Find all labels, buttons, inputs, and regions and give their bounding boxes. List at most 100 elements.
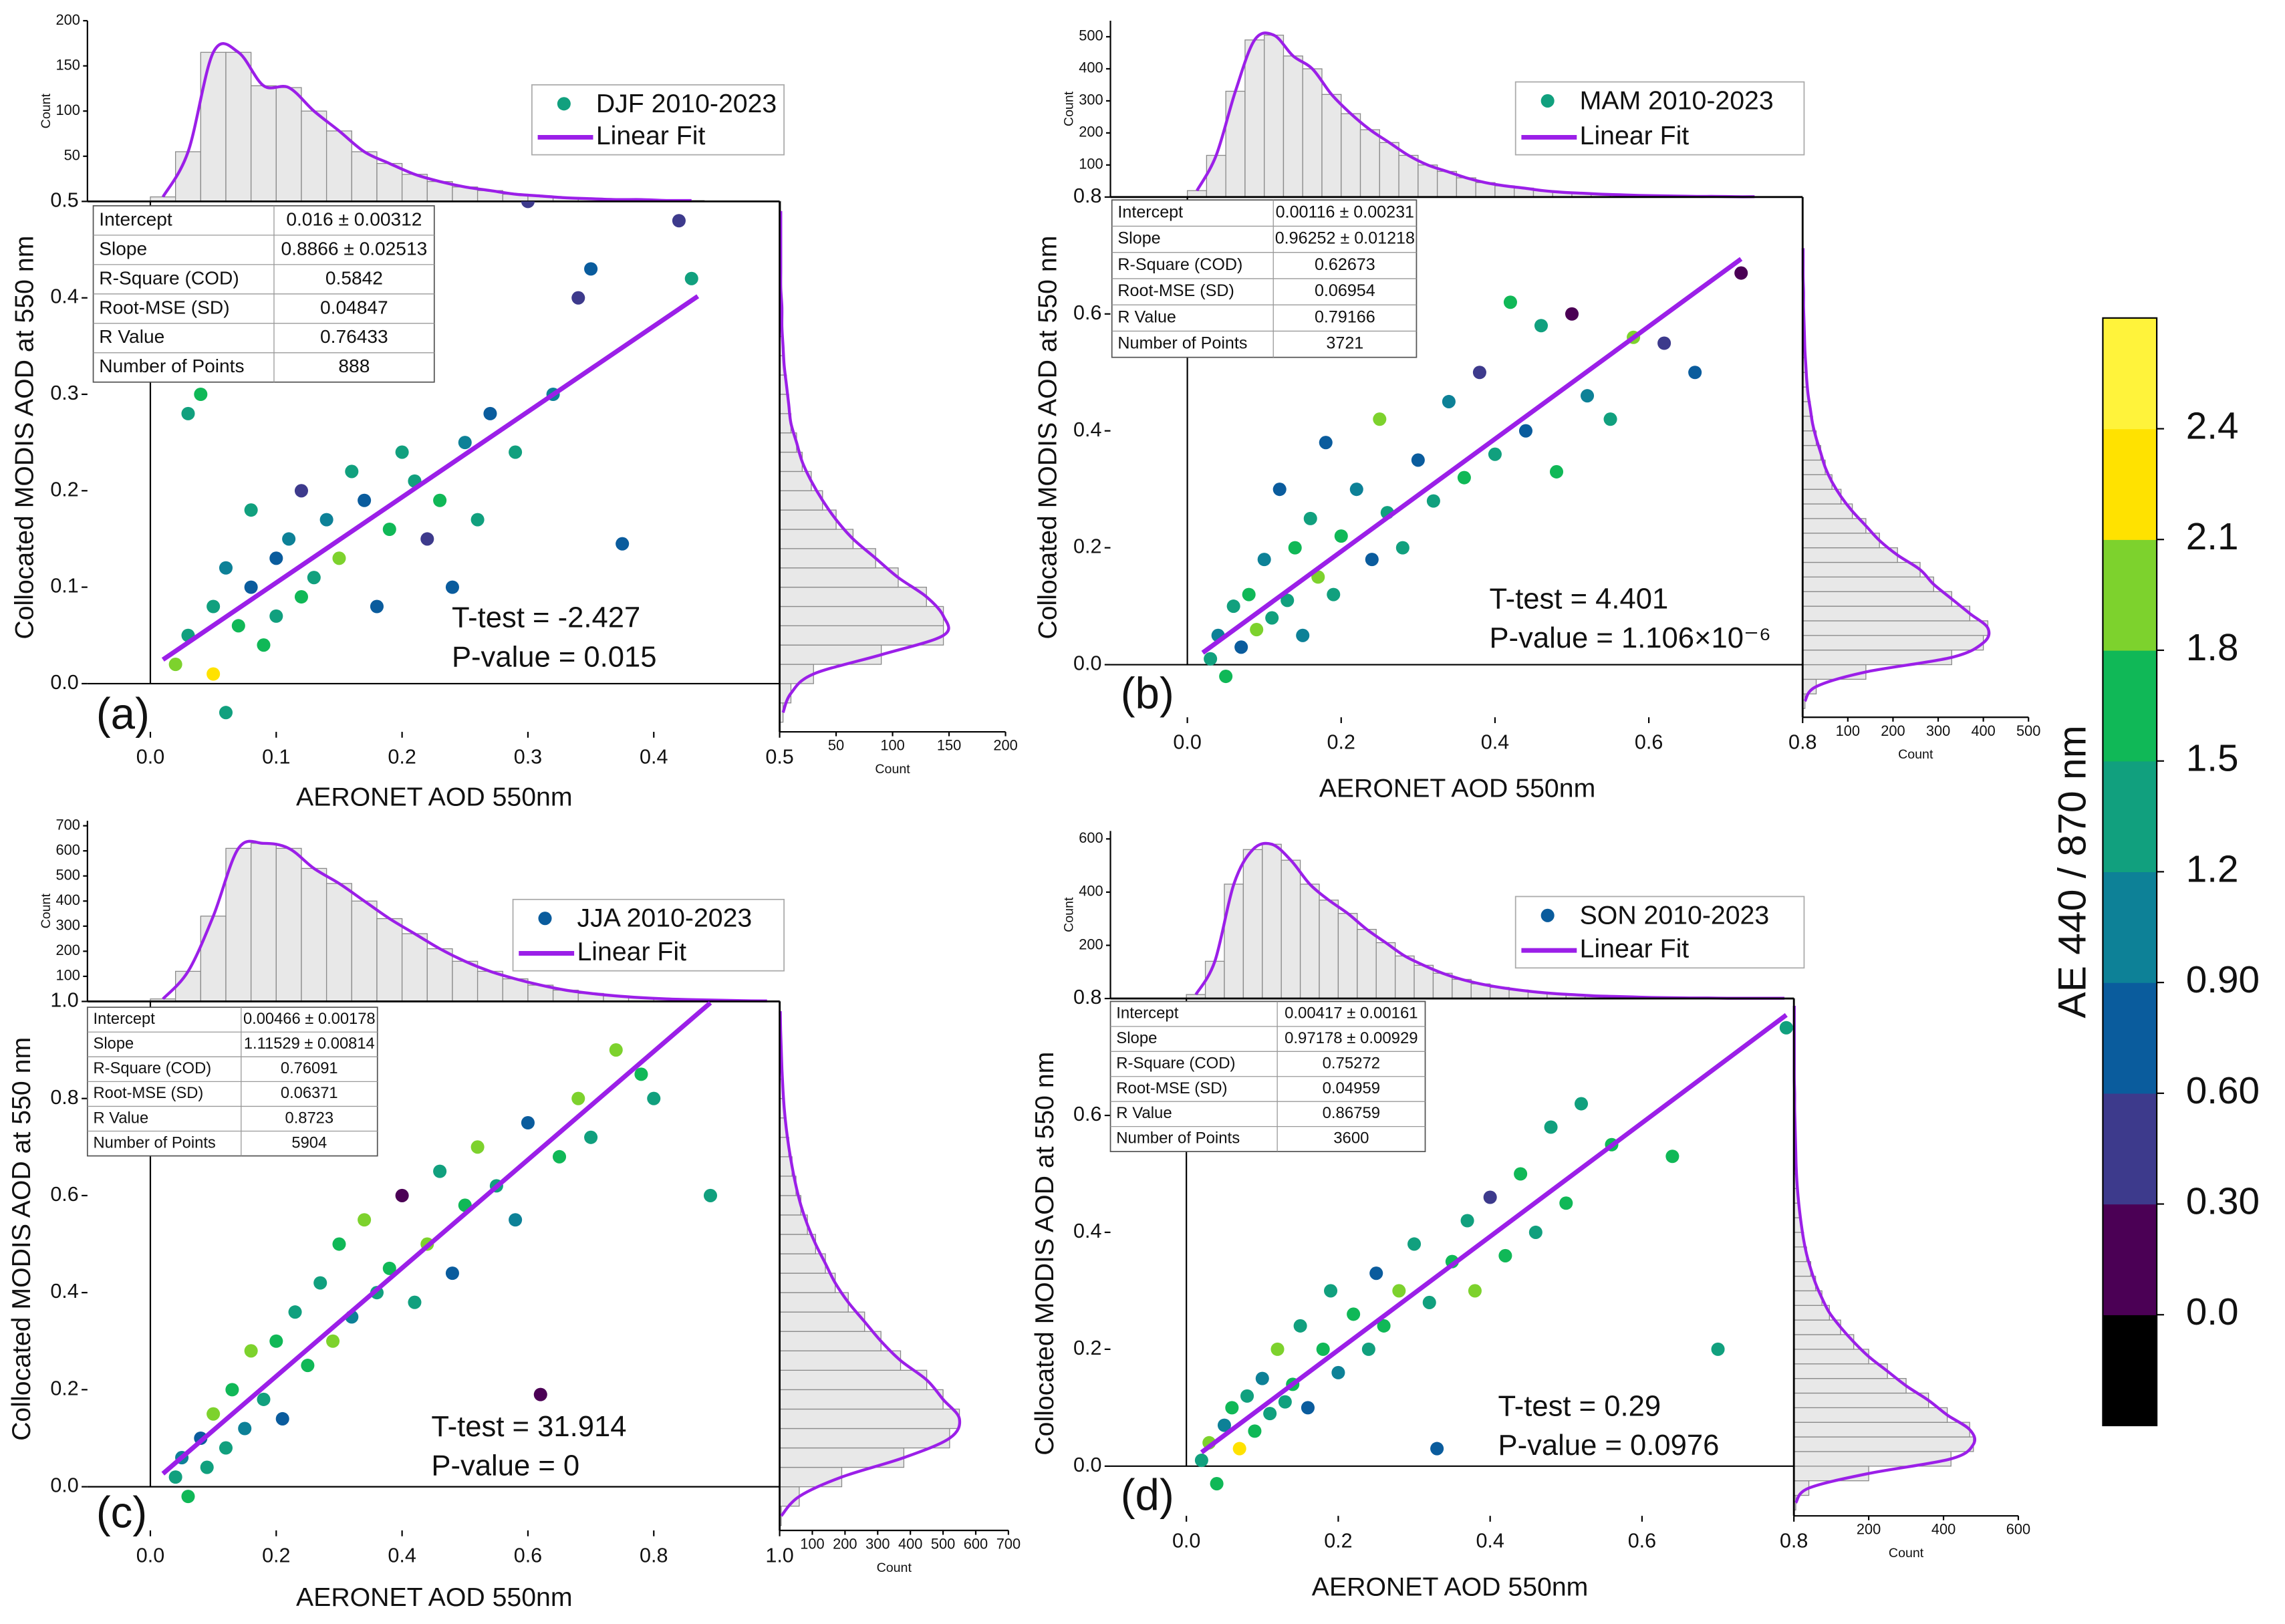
colorbar-tick-label: 1.5 — [2186, 738, 2239, 780]
legend-box — [1514, 81, 1805, 156]
y-tick-label: 0.8 — [1073, 986, 1101, 1008]
data-point — [1457, 470, 1471, 485]
points — [168, 201, 698, 720]
data-point — [1665, 1149, 1679, 1164]
data-point — [1498, 1248, 1512, 1262]
histogram-bar — [275, 847, 302, 1002]
tick-label: 400 — [898, 1536, 922, 1552]
tick-label: 500 — [56, 866, 80, 883]
histogram-bar — [1302, 68, 1323, 198]
y-axis-title: Collocated MODIS AOD at 550 nm — [1030, 1052, 1059, 1456]
data-point — [332, 1237, 346, 1251]
data-point — [1349, 483, 1363, 497]
y-tick-label: 0.8 — [1073, 184, 1101, 207]
stats-label: Intercept — [94, 1010, 156, 1028]
axis-title: Count — [39, 93, 53, 128]
histogram-bar — [1802, 474, 1833, 490]
stats-value: 0.96252 ± 0.01218 — [1275, 229, 1415, 248]
data-point — [1483, 1190, 1497, 1204]
axis-title: Count — [877, 1561, 912, 1575]
colorbar-tick-label: 2.4 — [2186, 406, 2239, 448]
colorbar-band — [2103, 761, 2157, 873]
data-point — [1392, 1284, 1406, 1298]
data-point — [1426, 494, 1440, 508]
data-point — [1319, 436, 1333, 450]
data-point — [207, 1407, 221, 1421]
data-point — [332, 551, 346, 565]
histogram-bar — [1793, 1466, 1869, 1482]
x-tick-label: 0.6 — [1628, 1529, 1656, 1552]
tick-label: 500 — [1079, 27, 1103, 44]
histogram-bar — [1793, 1334, 1855, 1350]
data-point — [358, 493, 372, 507]
histogram-bar — [250, 85, 277, 202]
histogram-bar — [779, 625, 944, 646]
x-tick-label: 0.4 — [640, 745, 668, 768]
data-point — [1232, 1442, 1246, 1456]
histogram-bar — [1802, 503, 1853, 519]
stats-label: R Value — [99, 326, 164, 347]
data-point — [1422, 1295, 1436, 1309]
histogram-bar — [779, 451, 803, 472]
colorbar-tick-label: 1.8 — [2186, 627, 2239, 669]
axis-title: Count — [1062, 897, 1077, 932]
stats-value: 0.00466 ± 0.00178 — [243, 1010, 376, 1028]
histogram-bar — [200, 51, 227, 202]
histogram-bar — [1281, 859, 1301, 999]
data-point — [1293, 1319, 1307, 1333]
x-tick-label: 0.6 — [1635, 731, 1663, 754]
data-point — [181, 406, 195, 420]
stats-label: R-Square (COD) — [99, 267, 239, 288]
data-point — [207, 667, 221, 681]
data-point — [1316, 1342, 1330, 1356]
data-point — [1219, 670, 1233, 684]
colorbar-band — [2103, 428, 2157, 540]
data-point — [1278, 1395, 1292, 1409]
stats-label: Slope — [94, 1035, 134, 1053]
data-point — [231, 619, 245, 633]
tick-label: 500 — [931, 1536, 955, 1552]
histogram-bar — [779, 470, 812, 491]
data-point — [244, 503, 258, 517]
stats-label: R Value — [94, 1109, 149, 1127]
stats-value: 0.06371 — [281, 1085, 338, 1102]
data-point — [238, 1422, 252, 1436]
data-point — [1518, 424, 1532, 438]
data-point — [1503, 295, 1517, 309]
panel-label: (d) — [1121, 1470, 1174, 1519]
histogram-bar — [1375, 942, 1396, 999]
data-point — [1327, 587, 1341, 601]
data-point — [1377, 1319, 1391, 1333]
legend-marker — [1540, 908, 1555, 922]
x-tick-label: 0.5 — [765, 745, 793, 768]
data-point — [1331, 1365, 1345, 1379]
legend-box — [1514, 896, 1805, 969]
histogram-bar — [779, 1466, 843, 1488]
colorbar-tick-label: 0.30 — [2186, 1181, 2260, 1223]
annotation: T-test = 31.914 — [431, 1411, 626, 1443]
data-point — [1217, 1418, 1232, 1432]
histogram-bar — [376, 918, 403, 1002]
histogram-bar — [200, 916, 227, 1002]
legend-label: Linear Fit — [1580, 121, 1690, 150]
tick-label: 400 — [56, 892, 80, 908]
x-tick-label: 0.2 — [388, 745, 416, 768]
data-point — [433, 493, 447, 507]
panel-label: (a) — [96, 690, 150, 738]
x-tick-label: 0.2 — [1324, 1529, 1352, 1552]
colorbar-tick-label: 2.1 — [2186, 516, 2239, 558]
data-point — [509, 445, 523, 459]
x-axis-title: AERONET AOD 550nm — [296, 783, 573, 812]
histogram-bar — [1262, 843, 1282, 999]
y-axis-title: Collocated MODIS AOD at 550 nm — [10, 236, 39, 640]
legend-label: SON 2010-2023 — [1580, 900, 1770, 930]
histogram-bar — [1359, 129, 1380, 198]
data-point — [257, 638, 271, 652]
tick-label: 700 — [996, 1536, 1021, 1552]
histogram-bar — [401, 933, 428, 1002]
y-tick-label: 0.5 — [50, 188, 78, 211]
data-point — [1411, 453, 1425, 467]
data-point — [269, 1334, 283, 1348]
data-point — [1779, 1021, 1793, 1035]
